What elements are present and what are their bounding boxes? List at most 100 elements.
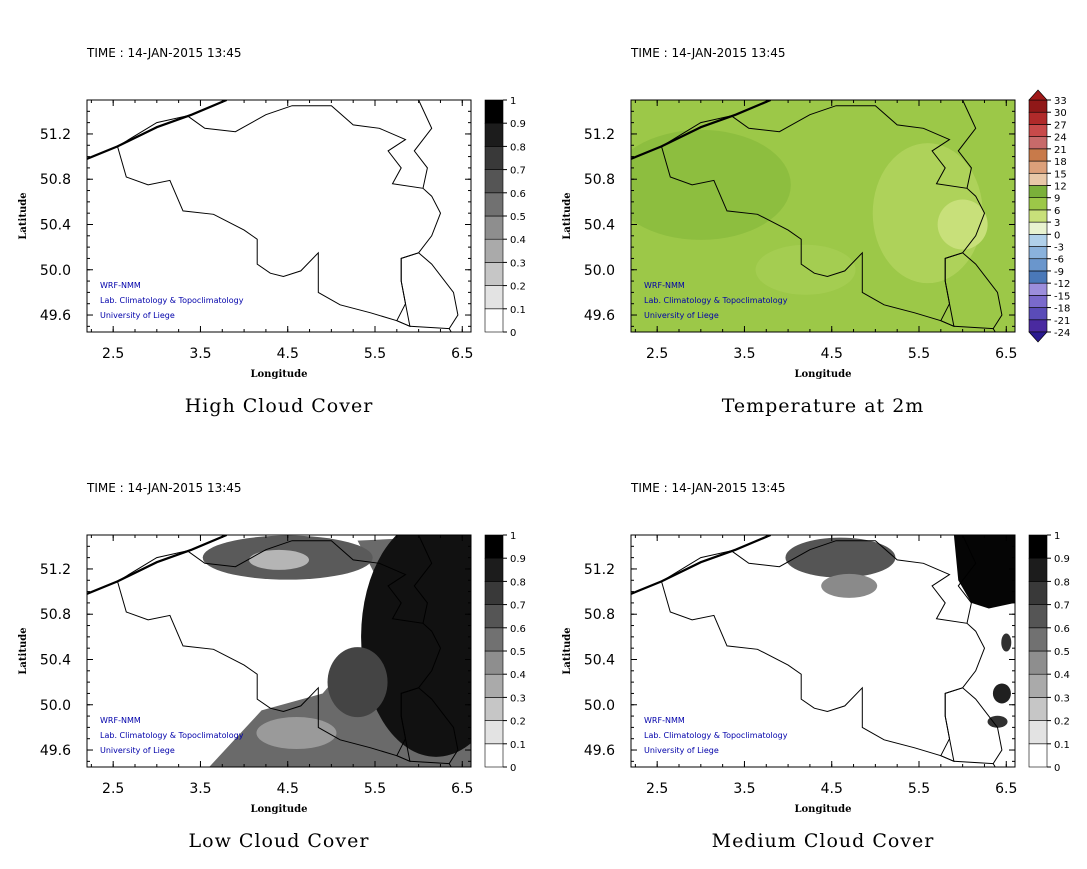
y-tick-label: 51.2 (584, 127, 615, 143)
x-tick-label: 4.5 (277, 781, 299, 797)
x-tick-label: 6.5 (995, 781, 1017, 797)
colorbar-label: 27 (1054, 120, 1067, 131)
colorbar-label: 9 (1054, 194, 1060, 205)
colorbar-label: 21 (1054, 145, 1067, 156)
colorbar-segment (484, 534, 504, 559)
colorbar-segment (1028, 160, 1048, 174)
low-cloud-patch (256, 717, 337, 750)
colorbar-label: 0.2 (1054, 717, 1070, 728)
colorbar-segment (1028, 258, 1048, 272)
colorbar-segment (484, 262, 504, 286)
y-tick-label: 49.6 (40, 308, 71, 324)
credit-line: Lab. Climatology & Topoclimatology (644, 731, 788, 740)
time-label: TIME : 14-JAN-2015 13:45 (631, 46, 786, 60)
colorbar-segment (1028, 282, 1048, 296)
colorbar-segment (1028, 246, 1048, 260)
credit-line: University of Liege (644, 311, 719, 320)
credit-line: University of Liege (100, 311, 175, 320)
colorbar-segment (484, 169, 504, 194)
colorbar-segment (1028, 221, 1048, 235)
credit-line: Lab. Climatology & Topoclimatology (644, 296, 788, 305)
colorbar-label: 0.3 (510, 693, 526, 704)
time-label: TIME : 14-JAN-2015 13:45 (631, 481, 786, 495)
colorbar-label: -18 (1054, 304, 1070, 315)
chart-panel: TIME : 14-JAN-2015 13:45 Medium Cloud Cov… (544, 435, 1087, 869)
colorbar-label: 0 (510, 328, 516, 339)
colorbar-segment (1028, 319, 1048, 333)
country-border (413, 100, 433, 189)
colorbar-label: -6 (1054, 255, 1064, 266)
colorbar-segment (484, 743, 504, 768)
colorbar-label: 3 (1054, 218, 1060, 229)
colorbar-label: 0.4 (510, 670, 526, 681)
x-tick-label: 5.5 (364, 781, 386, 797)
colorbar-label: -15 (1054, 291, 1070, 302)
low-cloud-light-patch (249, 549, 309, 570)
y-tick-label: 50.8 (40, 172, 71, 188)
country-border (957, 100, 977, 189)
plot-frame (630, 99, 1016, 333)
colorbar-label: 12 (1054, 181, 1067, 192)
time-label: TIME : 14-JAN-2015 13:45 (87, 481, 242, 495)
colorbar-label: 0.4 (510, 235, 526, 246)
colorbar: 0 0.1 0.2 0.3 0.4 0.5 0.6 0.7 0.8 0.9 1 (484, 531, 526, 774)
colorbar-segment (484, 238, 504, 263)
y-tick-label: 50.8 (584, 607, 615, 623)
x-axis-label: Longitude (250, 369, 307, 380)
colorbar-label: 1 (510, 96, 516, 107)
colorbar-segment (484, 146, 504, 170)
x-axis-label: Longitude (794, 804, 851, 815)
colorbar-segment (1028, 270, 1048, 284)
plot-area (87, 100, 471, 332)
plot-svg: 2.5 3.5 4.5 5.5 6.5 49.6 50.0 50.4 50.8 51.2 Longi… (562, 89, 1070, 380)
luxembourg-border (940, 687, 1003, 765)
x-tick-label: 3.5 (733, 346, 755, 362)
y-tick-label: 49.6 (584, 308, 615, 324)
temperature-field (631, 100, 1015, 332)
country-border (413, 535, 433, 624)
luxembourg-border (940, 252, 1003, 330)
colorbar-label: 0.1 (510, 305, 526, 316)
colorbar-label: -21 (1054, 316, 1070, 327)
colorbar-segment (1028, 604, 1048, 629)
colorbar-label: 0.1 (510, 740, 526, 751)
y-tick-label: 50.4 (584, 217, 615, 233)
colorbar-label: 0.8 (510, 577, 526, 588)
y-axis-label: Latitude (18, 627, 29, 674)
x-tick-label: 6.5 (451, 781, 473, 797)
plot-svg: 2.5 3.5 4.5 5.5 6.5 49.6 50.0 50.4 50.8 51.2 Longi… (18, 96, 526, 380)
colorbar: 0 0.1 0.2 0.3 0.4 0.5 0.6 0.7 0.8 0.9 1 (484, 96, 526, 339)
chart-panel: TIME : 14-JAN-2015 13:45 Low Cloud Cover 2… (0, 435, 543, 869)
colorbar-segment (1028, 136, 1048, 150)
x-tick-label: 4.5 (821, 346, 843, 362)
luxembourg-border (396, 687, 459, 765)
colorbar-segment (484, 604, 504, 629)
x-axis-label: Longitude (250, 804, 307, 815)
x-tick-label: 3.5 (733, 781, 755, 797)
x-tick-label: 3.5 (189, 781, 211, 797)
colorbar-segment (1028, 743, 1048, 768)
y-tick-label: 50.0 (584, 263, 615, 279)
country-border (992, 763, 996, 767)
colorbar-segment (484, 99, 504, 124)
medium-cloud-patch (992, 683, 1011, 704)
colorbar-label: 0 (510, 763, 516, 774)
y-tick-label: 50.4 (584, 652, 615, 668)
x-tick-label: 5.5 (364, 346, 386, 362)
colorbar-label: 0.3 (1054, 693, 1070, 704)
country-border (448, 328, 452, 332)
colorbar-label: 0.9 (510, 119, 526, 130)
medium-cloud-patch (1001, 633, 1012, 652)
credit-line: WRF-NMM (644, 281, 685, 290)
temp-warm-patch (631, 129, 791, 240)
colorbar-segment (1028, 172, 1048, 186)
medium-cloud-patch (987, 715, 1008, 728)
credit-line: WRF-NMM (100, 281, 141, 290)
x-tick-label: 6.5 (995, 346, 1017, 362)
colorbar-label: 0.5 (510, 212, 526, 223)
panel-title: High Cloud Cover (184, 395, 374, 417)
y-tick-label: 50.0 (584, 698, 615, 714)
x-tick-label: 5.5 (908, 346, 930, 362)
colorbar-segment (484, 285, 504, 310)
credit-line: WRF-NMM (644, 716, 685, 725)
